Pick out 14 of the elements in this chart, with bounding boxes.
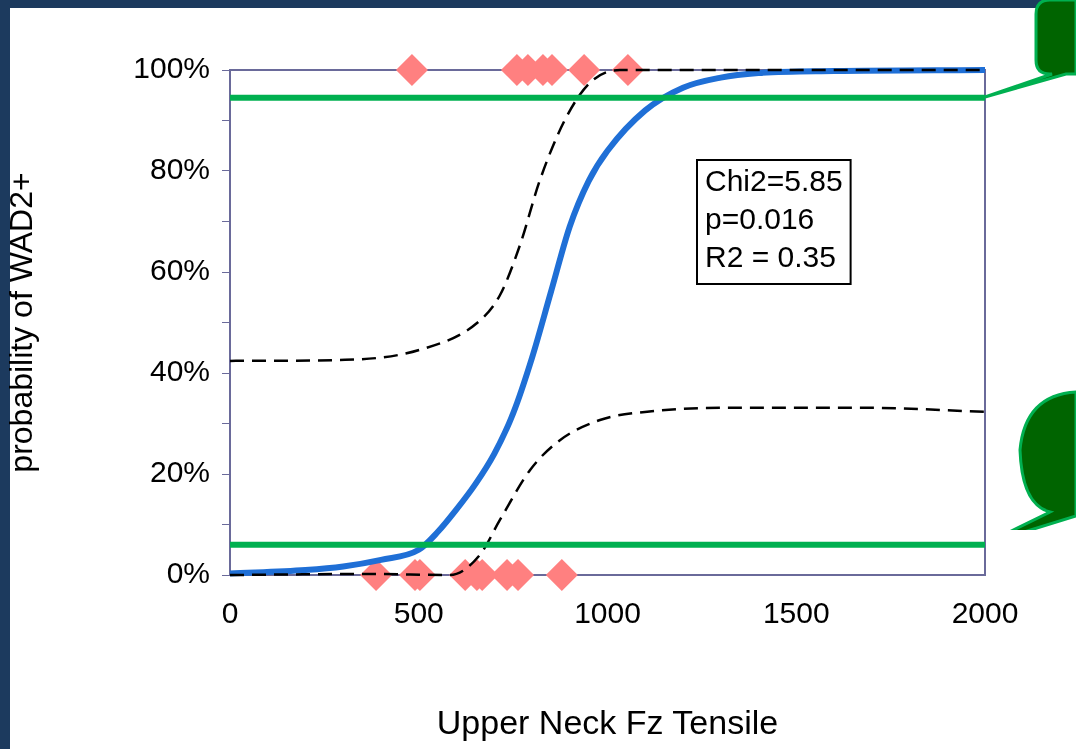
y-tick-label: 60%: [149, 253, 210, 287]
x-axis-title: Upper Neck Fz Tensile: [436, 702, 779, 741]
y-tick-label: 80%: [149, 152, 210, 186]
x-tick-label: 1500: [762, 596, 830, 630]
x-tick-label: 500: [393, 596, 444, 630]
y-tick-label: 100%: [133, 51, 210, 85]
x-tick-label: 0: [221, 596, 239, 630]
y-tick-label: 0%: [166, 556, 210, 590]
x-tick-label: 2000: [951, 596, 1019, 630]
x-tick-label: 1000: [574, 596, 641, 630]
annotation: Chi2=5.85 p=0.016 R2 = 0.35: [705, 164, 843, 274]
y-tick-label: 40%: [149, 354, 210, 388]
y-tick-label: 20%: [149, 455, 210, 489]
y-axis-title: probability of WAD2+: [3, 172, 40, 473]
